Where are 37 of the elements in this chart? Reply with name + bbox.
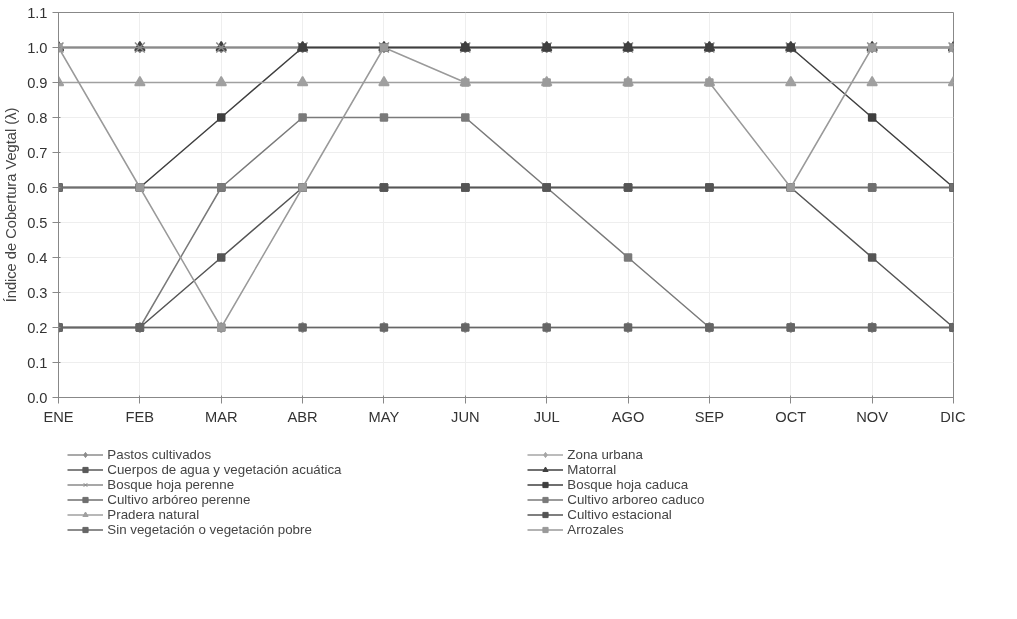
y-tick-label: 0.4 <box>27 249 48 266</box>
x-tick-label: NOV <box>856 408 889 425</box>
legend-label: Bosque hoja perenne <box>107 477 235 492</box>
x-tick-label: SEP <box>694 408 725 425</box>
y-tick-label: 0.5 <box>27 214 48 231</box>
legend-label: Cuerpos de agua y vegetación acuática <box>107 462 342 477</box>
x-tick-label: FEB <box>125 408 155 425</box>
x-tick-label: MAR <box>204 408 238 425</box>
y-tick-label: 0.9 <box>27 74 48 91</box>
legend-label: Arrozales <box>567 522 624 537</box>
y-axis-title: Índice de Cobertura Vegtal (λ) <box>3 107 20 303</box>
y-tick-label: 0.3 <box>27 284 48 301</box>
legend-label: Sin vegetación o vegetación pobre <box>107 522 312 537</box>
x-tick-label: JUN <box>451 408 480 425</box>
y-tick-label: 0.0 <box>27 389 48 406</box>
y-tick-label: 0.7 <box>27 144 48 161</box>
legend-label: Bosque hoja caduca <box>567 477 689 492</box>
y-tick-label: 0.2 <box>27 319 48 336</box>
legend-label: Pradera natural <box>107 507 200 522</box>
x-tick-label: MAY <box>368 408 400 425</box>
x-tick-label: ENE <box>43 408 74 425</box>
x-tick-label: JUL <box>533 408 560 425</box>
y-tick-label: 1.0 <box>27 39 48 56</box>
legend-label: Cultivo arbóreo perenne <box>107 492 251 507</box>
legend-label: Pastos cultivados <box>107 447 212 462</box>
legend-label: Matorral <box>567 462 617 477</box>
y-tick-label: 1.1 <box>27 4 48 21</box>
y-tick-label: 0.1 <box>27 354 48 371</box>
y-tick-label: 0.6 <box>27 179 48 196</box>
x-tick-label: ABR <box>287 408 318 425</box>
legend-label: Zona urbana <box>567 447 643 462</box>
x-tick-label: AGO <box>611 408 645 425</box>
legend-label: Cultivo arboreo caduco <box>567 492 705 507</box>
x-tick-label: DIC <box>940 408 966 425</box>
x-tick-label: OCT <box>775 408 807 425</box>
y-tick-label: 0.8 <box>27 109 48 126</box>
legend-label: Cultivo estacional <box>567 507 672 522</box>
